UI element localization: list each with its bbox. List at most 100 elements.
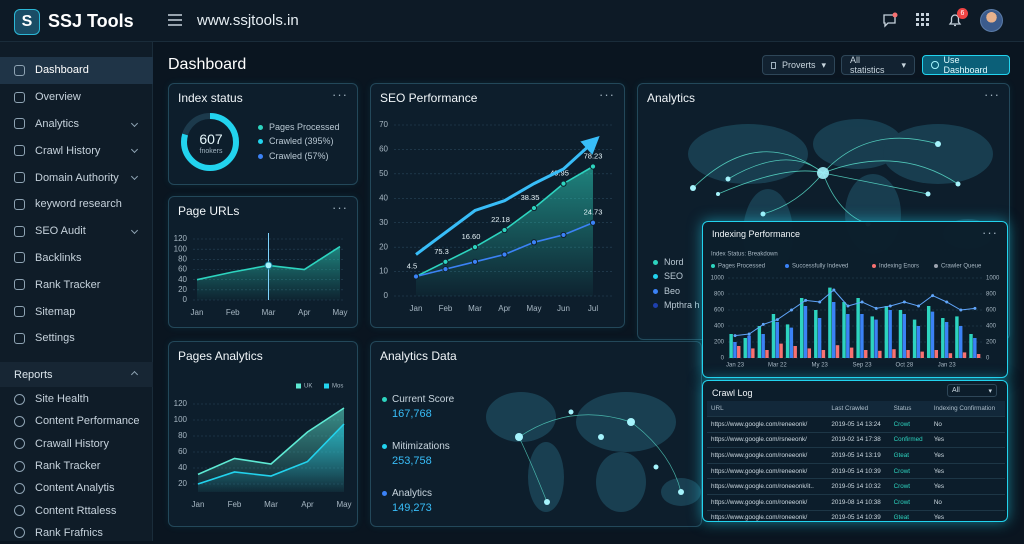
table-cell: 2019-05 14 10:39 [827, 510, 890, 521]
chevron [130, 119, 139, 127]
nav-label: Analytics [35, 117, 80, 130]
legend-item: SEO [653, 271, 683, 281]
nav-icon [14, 415, 25, 427]
indexing-card: Indexing Performance ··· [702, 221, 1008, 378]
nav-item[interactable]: Crawall History [0, 433, 153, 455]
nav-item[interactable]: Backlinks [0, 245, 153, 272]
menu-dots[interactable]: ··· [599, 87, 615, 102]
nav-icon [14, 91, 25, 103]
nav-label: Sitemap [35, 305, 76, 318]
menu-dots[interactable]: ··· [982, 225, 998, 240]
table-cell: 2019-05 14 13:19 [827, 447, 890, 464]
table-cell: Crowt [889, 463, 930, 480]
legend-item: Beo [653, 286, 680, 296]
menu-dots[interactable]: ··· [332, 87, 348, 102]
nav-label: Rank Tracker [35, 278, 101, 291]
logo[interactable]: S [14, 9, 40, 35]
column-header: Indexing Confirmation [929, 401, 1005, 418]
nav-label: Settings [35, 332, 75, 345]
card-title: Analytics [647, 91, 696, 105]
button-label: All statistics [850, 55, 885, 75]
nav-item[interactable]: Rank Frafnics [0, 522, 153, 544]
map [486, 392, 701, 512]
section-header[interactable]: Reports [0, 362, 153, 387]
nav-label: Dashboard [35, 64, 89, 77]
menu-icon[interactable] [168, 14, 182, 26]
card-title: Indexing Performance [712, 229, 801, 239]
bell-icon[interactable] [947, 12, 963, 28]
table-cell: Gteat [889, 447, 930, 464]
nav-item[interactable]: keyword research [0, 191, 153, 218]
filter-button[interactable]: Proverts ▾ [762, 55, 835, 75]
nav-item[interactable]: Content Rttaless [0, 499, 153, 521]
nav-label: Overview [35, 91, 81, 104]
nav-icon [14, 438, 25, 450]
table-cell: Yes [929, 432, 1005, 449]
table-body: https://www.google.com/reneeonk/2019-05 … [707, 416, 1005, 521]
nav-label: keyword research [35, 198, 122, 211]
metric-label: Current Score [392, 394, 455, 405]
legend-label: Crawled (395%) [269, 136, 334, 146]
notification-badge: 6 [957, 8, 968, 19]
legend-item: Mpthra h [653, 300, 700, 310]
table-cell: https://www.google.com/roneeonk/it.. [707, 478, 828, 496]
table-cell: 2019-05 14 10:39 [827, 463, 890, 480]
metric-value: 253,758 [392, 455, 432, 467]
nav-item[interactable]: Site Health [0, 388, 153, 410]
filter-select[interactable]: All ▾ [947, 384, 997, 397]
table-cell: 2019-02 14 17:38 [827, 432, 890, 449]
nav-item[interactable]: Rank Tracker [0, 455, 153, 477]
url: www.ssjtools.in [197, 12, 299, 29]
page-urls-card: Page URLs ··· [168, 196, 358, 328]
menu-dots[interactable]: ··· [984, 87, 1000, 102]
table-cell: No [929, 494, 1005, 511]
pages-analytics-card: Pages Analytics [168, 341, 358, 527]
nav-item[interactable]: Sitemap [0, 298, 153, 325]
nav-item[interactable]: Dashboard [0, 57, 153, 84]
nav-icon [14, 527, 25, 539]
nav: Dashboard Overview Analytics Crawl History D… [0, 57, 153, 352]
table-cell: 2019-05 14 10:32 [827, 478, 890, 496]
nav-icon [14, 460, 25, 472]
card-title: Page URLs [178, 204, 240, 218]
nav-label: SEO Audit [35, 225, 86, 238]
card-title: Pages Analytics [178, 349, 263, 363]
card-title: Crawl Log [712, 388, 753, 398]
nav-icon [14, 252, 25, 264]
table-row: https://www.google.com/reneeonk/2019-05 … [707, 463, 1005, 480]
table-row: https://www.google.com/roneeonk/2019-05 … [707, 447, 1005, 464]
nav-item[interactable]: Settings [0, 325, 153, 352]
nav-icon [14, 279, 25, 291]
table-cell: https://www.google.com/roneeonk/ [707, 447, 828, 464]
page-title: Dashboard [168, 56, 247, 73]
card-title: SEO Performance [380, 91, 478, 105]
filter-button[interactable]: All statistics ▾ [841, 55, 915, 75]
nav-item[interactable]: Domain Authority [0, 164, 153, 191]
column-header: Status [889, 401, 930, 418]
table-cell: Yes [929, 447, 1005, 464]
nav-item[interactable]: Content Performance [0, 410, 153, 432]
nav-item[interactable]: Overview [0, 84, 153, 111]
chat-icon[interactable] [882, 12, 898, 28]
nav-item[interactable]: Rank Tracker [0, 271, 153, 298]
menu-dots[interactable]: ··· [332, 200, 348, 215]
nav-item[interactable]: Content Analytis [0, 477, 153, 499]
top-bar: S SSJ Tools www.ssjtools.in 6 [0, 0, 1024, 42]
nav-item[interactable]: SEO Audit [0, 218, 153, 245]
avatar[interactable] [980, 9, 1003, 32]
table-row: https://www.google.com/rsneeonk/2019-02 … [707, 432, 1005, 449]
nav-item[interactable]: Analytics [0, 111, 153, 138]
nav-item[interactable]: Crawl History [0, 137, 153, 164]
report-nav: Site Health Content Performance Crawall Hi… [0, 388, 153, 544]
card-title: Analytics Data [380, 349, 457, 363]
legend-label: Mpthra h [664, 300, 700, 310]
section-label: Reports [14, 369, 53, 381]
table-cell: Crowt [889, 416, 930, 433]
apps-icon[interactable] [916, 13, 930, 27]
metric-label: Mitimizations [392, 441, 450, 452]
analytics-data-card: Analytics Data Current Score 167,768 Mitim… [370, 341, 702, 527]
primary-button[interactable]: Use Dashboard [922, 55, 1010, 75]
table-cell: Yes [929, 478, 1005, 496]
table-cell: Crowt [889, 478, 930, 496]
legend-label: Crawled (57%) [269, 151, 329, 161]
